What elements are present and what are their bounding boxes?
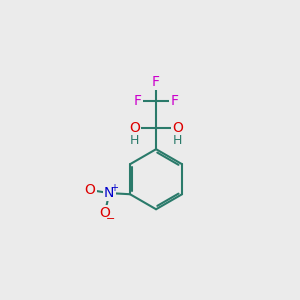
Text: F: F bbox=[134, 94, 142, 108]
Text: H: H bbox=[130, 134, 139, 147]
Text: +: + bbox=[110, 183, 118, 193]
Text: O: O bbox=[100, 206, 110, 220]
Text: N: N bbox=[104, 186, 115, 200]
Text: O: O bbox=[129, 122, 140, 135]
Text: F: F bbox=[152, 75, 160, 89]
Text: H: H bbox=[173, 134, 182, 147]
Text: −: − bbox=[106, 214, 115, 224]
Text: O: O bbox=[85, 183, 95, 197]
Text: O: O bbox=[172, 122, 183, 135]
Text: F: F bbox=[170, 94, 178, 108]
